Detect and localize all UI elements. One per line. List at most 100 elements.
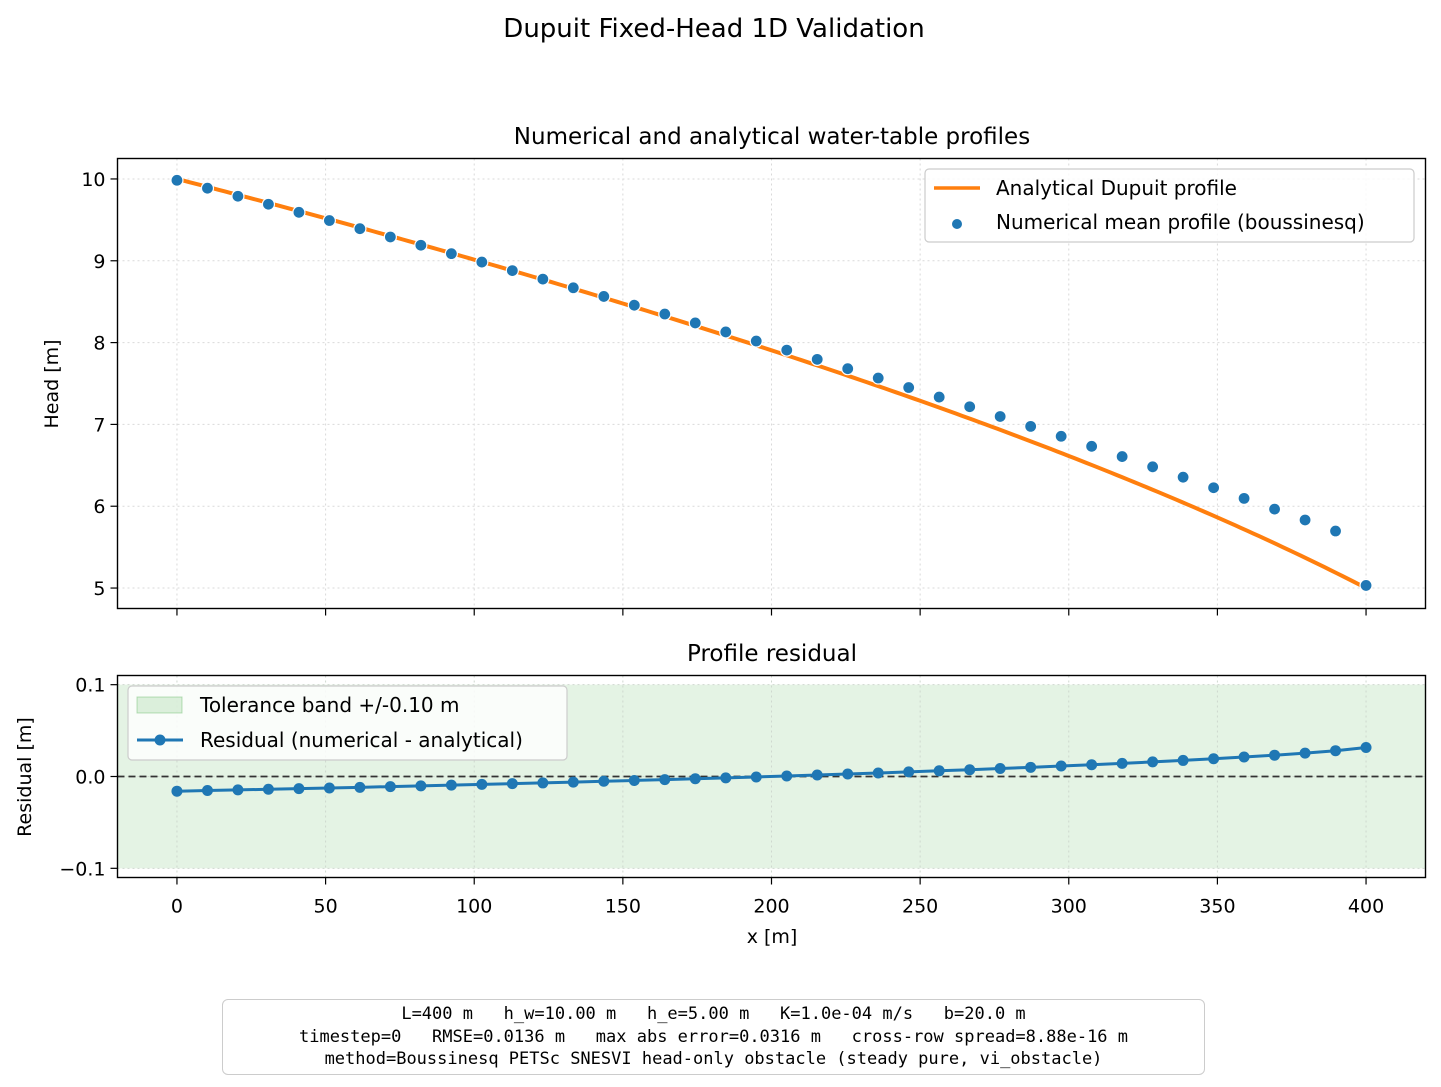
numerical-profile-point — [963, 400, 977, 414]
residual-y-tick-label: −0.1 — [59, 858, 105, 880]
numerical-profile-point — [993, 409, 1007, 424]
residual-point — [445, 779, 457, 791]
head-legend: Analytical Dupuit profile Numerical mean… — [924, 168, 1415, 243]
residual-panel: Profile residual Residual [m] x [m] 0 50 1… — [14, 641, 1427, 948]
numerical-profile-point — [841, 362, 855, 376]
x-tick-label: 350 — [1199, 896, 1235, 918]
residual-legend: Tolerance band +/-0.10 m Residual (numer… — [127, 685, 568, 761]
numerical-profile-point — [566, 281, 580, 295]
residual-point — [262, 783, 274, 795]
legend-tolerance-label: Tolerance band +/-0.10 m — [199, 693, 460, 717]
head-y-tick-label: 6 — [93, 496, 105, 518]
residual-point — [1238, 751, 1250, 763]
residual-legend-frame — [127, 685, 568, 761]
residual-line — [176, 745, 1367, 793]
residual-point — [750, 771, 762, 783]
numerical-profile-point — [353, 222, 367, 236]
residual-point — [1147, 756, 1159, 768]
residual-point — [476, 778, 488, 790]
residual-point — [567, 776, 579, 788]
head-y-tick-label: 8 — [93, 333, 105, 355]
residual-point — [1269, 749, 1281, 761]
head-y-axis-label: Head [m] — [41, 339, 63, 428]
info-line-parameters: L=400 m h_w=10.00 m h_e=5.00 m K=1.0e-04… — [401, 1004, 1026, 1024]
numerical-profile-point — [932, 390, 946, 404]
legend-numerical-label: Numerical mean profile (boussinesq) — [996, 210, 1365, 234]
head-legend-frame — [924, 168, 1415, 243]
head-panel-title: Numerical and analytical water-table pro… — [514, 124, 1030, 150]
numerical-profile-point — [1176, 470, 1190, 484]
residual-point — [628, 774, 640, 786]
numerical-profile-point — [749, 334, 763, 348]
legend-tolerance-swatch — [136, 696, 183, 714]
residual-point — [1025, 761, 1037, 773]
residual-point — [811, 769, 823, 781]
residual-plot-frame — [116, 674, 1427, 879]
x-axis-label: x [m] — [747, 926, 798, 948]
residual-point — [1299, 747, 1311, 759]
head-y-tick-label: 7 — [93, 414, 105, 436]
numerical-profile-point — [810, 352, 824, 366]
residual-point — [293, 783, 305, 795]
run-info-box: L=400 m h_w=10.00 m h_e=5.00 m K=1.0e-04… — [222, 999, 1205, 1075]
residual-point — [384, 781, 396, 793]
residual-point — [537, 777, 549, 789]
residual-point — [354, 781, 366, 793]
residual-point — [720, 772, 732, 784]
residual-point — [689, 773, 701, 785]
numerical-profile-point — [780, 343, 794, 357]
residual-point — [1086, 759, 1098, 771]
residual-point — [506, 778, 518, 790]
numerical-profile-point — [1146, 460, 1160, 474]
residual-point — [903, 766, 915, 778]
residual-point — [1360, 741, 1372, 753]
residual-point — [415, 780, 427, 792]
residual-point — [1055, 760, 1067, 772]
legend-numerical-swatch — [951, 218, 963, 230]
x-tick-label: 150 — [605, 896, 641, 918]
numerical-profile-point — [1024, 419, 1038, 433]
residual-point — [964, 764, 976, 776]
numerical-profile-point — [658, 307, 672, 321]
head-y-tick-label: 5 — [93, 578, 105, 600]
numerical-profile-point — [444, 247, 458, 261]
numerical-profile-point — [597, 289, 611, 304]
legend-residual-swatch-marker — [154, 734, 166, 746]
legend-analytical-label: Analytical Dupuit profile — [996, 176, 1237, 200]
x-tick-label: 400 — [1348, 896, 1384, 918]
info-line-method: method=Boussinesq PETSc SNESVI head-only… — [324, 1049, 1103, 1069]
numerical-profile-point — [536, 272, 550, 286]
residual-point — [994, 763, 1006, 775]
numerical-profile-point — [414, 238, 428, 252]
analytical-profile-line — [176, 177, 1367, 590]
residual-point — [232, 784, 244, 796]
residual-point — [1116, 757, 1128, 769]
head-y-tick-label: 10 — [81, 169, 105, 191]
residual-point — [171, 785, 183, 797]
numerical-profile-point — [688, 316, 702, 330]
numerical-profile-point — [231, 189, 245, 203]
x-tick-label: 300 — [1051, 896, 1087, 918]
residual-point — [598, 775, 610, 787]
head-plot-frame — [116, 157, 1427, 610]
residual-point — [1330, 745, 1342, 757]
numerical-profile-point — [1328, 524, 1343, 538]
figure-title: Dupuit Fixed-Head 1D Validation — [503, 14, 924, 44]
x-tick-label: 0 — [171, 896, 183, 918]
x-tick-label: 250 — [902, 896, 938, 918]
numerical-profile-point — [902, 380, 916, 395]
residual-point — [1177, 754, 1189, 766]
x-tick-label: 50 — [313, 896, 337, 918]
numerical-profile-point — [475, 255, 489, 269]
numerical-profile-point — [1115, 449, 1129, 464]
numerical-profile-point — [1054, 429, 1068, 443]
residual-point — [659, 774, 671, 786]
legend-residual-label: Residual (numerical - analytical) — [200, 728, 523, 752]
residual-y-axis-label: Residual [m] — [14, 717, 36, 837]
residual-point — [201, 785, 213, 797]
numerical-profile-point — [719, 325, 733, 339]
numerical-profile-point — [292, 205, 306, 219]
numerical-profile-point — [170, 173, 184, 187]
residual-point — [872, 767, 884, 779]
numerical-profile-point — [871, 371, 885, 385]
